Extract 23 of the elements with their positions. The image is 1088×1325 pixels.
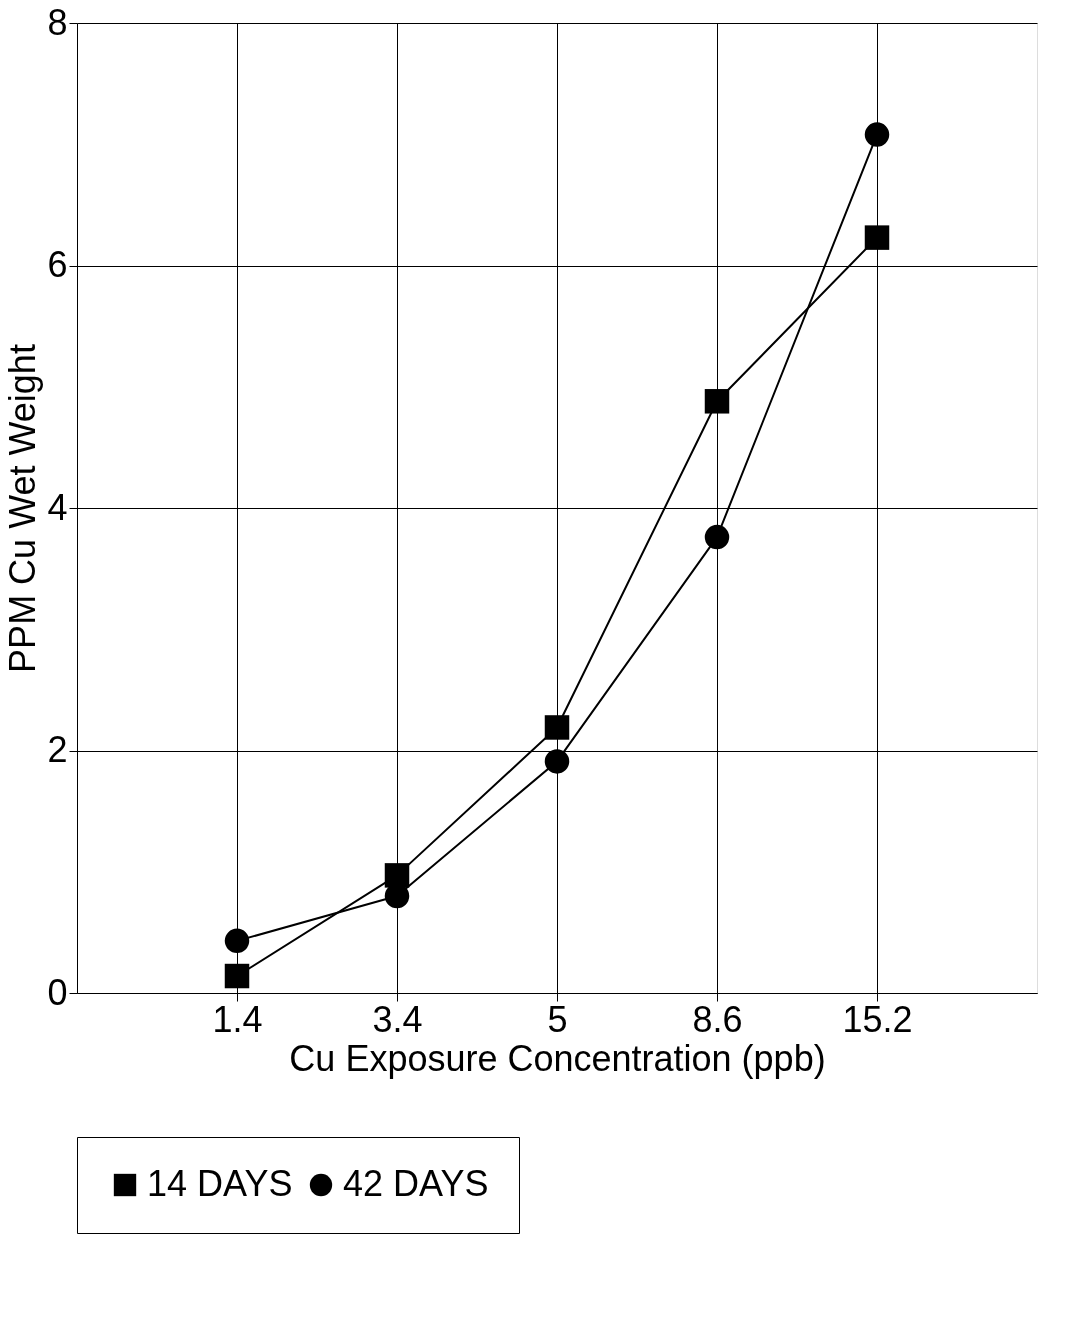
- x-tick-label: 8.6: [692, 998, 743, 1040]
- x-tick-label: 3.4: [372, 998, 423, 1040]
- point: [864, 225, 890, 250]
- point: [864, 122, 890, 147]
- y-axis-title: PPM Cu Wet Weight: [2, 344, 44, 673]
- point: [544, 715, 570, 740]
- point: [384, 863, 410, 888]
- x-tick-label: 15.2: [842, 998, 913, 1040]
- point: [544, 749, 570, 774]
- point: [224, 928, 250, 954]
- point: [224, 963, 250, 989]
- point: [704, 389, 730, 414]
- y-tick-label: 0: [47, 971, 68, 1013]
- x-tick-label: 5: [547, 998, 568, 1040]
- y-tick-label: 2: [47, 729, 68, 770]
- legend-label: 42 DAYS: [343, 1163, 489, 1204]
- x-axis-title: Cu Exposure Concentration (ppb): [289, 1037, 826, 1079]
- y-tick-label: 6: [47, 244, 68, 285]
- y-tick-label: 4: [47, 486, 68, 528]
- y-tick-label: 8: [47, 1, 68, 43]
- legend-label: 14 DAYS: [147, 1163, 293, 1204]
- x-tick-label: 1.4: [212, 998, 263, 1040]
- point: [704, 524, 730, 550]
